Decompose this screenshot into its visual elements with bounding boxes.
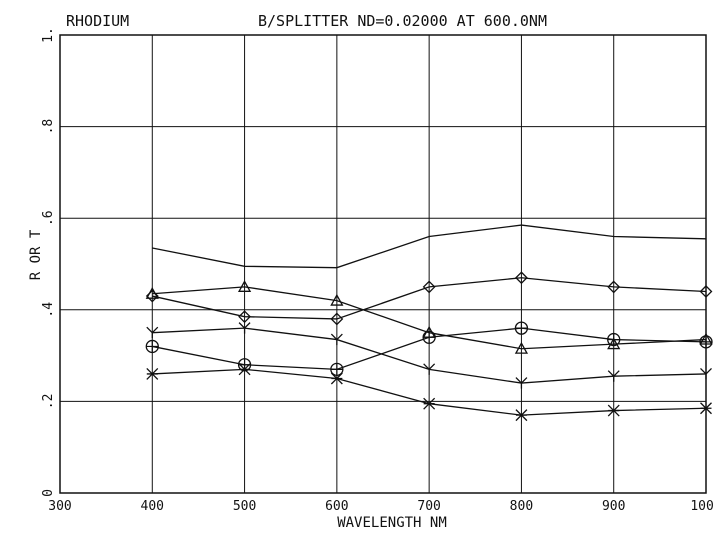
data-point-y	[515, 377, 528, 389]
y-axis-ticks: 0 .2 .4 .6 .8 1.	[41, 27, 56, 497]
data-point-y	[146, 326, 159, 339]
x-tick-label: 400	[141, 499, 164, 514]
series-5	[145, 321, 713, 376]
data-point-circle	[330, 362, 344, 376]
series-4	[146, 322, 712, 389]
series-2	[145, 271, 713, 326]
data-point-y	[607, 370, 620, 382]
y-tick-label: 1.	[41, 27, 56, 43]
y-tick-label: .2	[41, 394, 56, 410]
series-line	[152, 277, 707, 320]
series-line	[152, 224, 707, 269]
data-point-diamond	[699, 285, 713, 298]
data-point-y	[423, 363, 436, 375]
grid	[59, 34, 707, 494]
data-point-diamond	[515, 271, 528, 285]
data-point-diamond	[330, 312, 344, 326]
data-point-asterisk	[146, 367, 159, 380]
data-point-diamond	[238, 310, 251, 324]
data-point-asterisk	[515, 409, 528, 422]
data-point-triangle	[237, 280, 252, 292]
x-tick-label: 700	[417, 499, 440, 514]
data-point-triangle	[145, 286, 159, 299]
data-point-y	[330, 333, 343, 346]
y-tick-label: .4	[41, 302, 56, 318]
x-tick-label: 300	[48, 499, 71, 514]
data-point-circle	[607, 332, 621, 347]
data-point-y	[238, 322, 251, 334]
data-point-triangle	[330, 293, 344, 306]
data-point-circle	[514, 321, 529, 335]
plot-frame	[59, 34, 707, 494]
data-point-y	[700, 367, 712, 380]
chart-subtitle: B/SPLITTER ND=0.02000 AT 600.0NM	[258, 12, 547, 30]
series-1	[152, 224, 707, 269]
x-tick-label: 900	[602, 499, 625, 514]
x-axis-label: WAVELENGTH NM	[337, 515, 447, 531]
x-tick-label: 800	[510, 499, 533, 514]
data-point-asterisk	[330, 372, 343, 385]
data-point-diamond	[422, 280, 436, 294]
chart-title: RHODIUM	[66, 12, 129, 30]
data-point-asterisk	[423, 397, 436, 410]
data-point-asterisk	[238, 363, 251, 376]
data-point-triangle	[514, 341, 529, 354]
y-tick-label: .8	[41, 119, 56, 135]
data-point-circle	[145, 339, 159, 354]
data-point-circle	[422, 330, 436, 344]
series-group	[145, 224, 713, 422]
x-tick-label: 500	[233, 499, 256, 514]
data-point-triangle	[607, 337, 621, 350]
y-tick-label: .6	[41, 210, 56, 226]
data-point-diamond	[607, 280, 621, 294]
data-point-asterisk	[700, 402, 712, 415]
x-tick-label: 600	[325, 499, 348, 514]
y-axis-label: R OR T	[28, 229, 44, 280]
y-tick-label: 0	[41, 489, 56, 497]
data-point-asterisk	[607, 404, 620, 417]
data-point-circle	[699, 335, 713, 349]
series-6	[146, 363, 712, 422]
